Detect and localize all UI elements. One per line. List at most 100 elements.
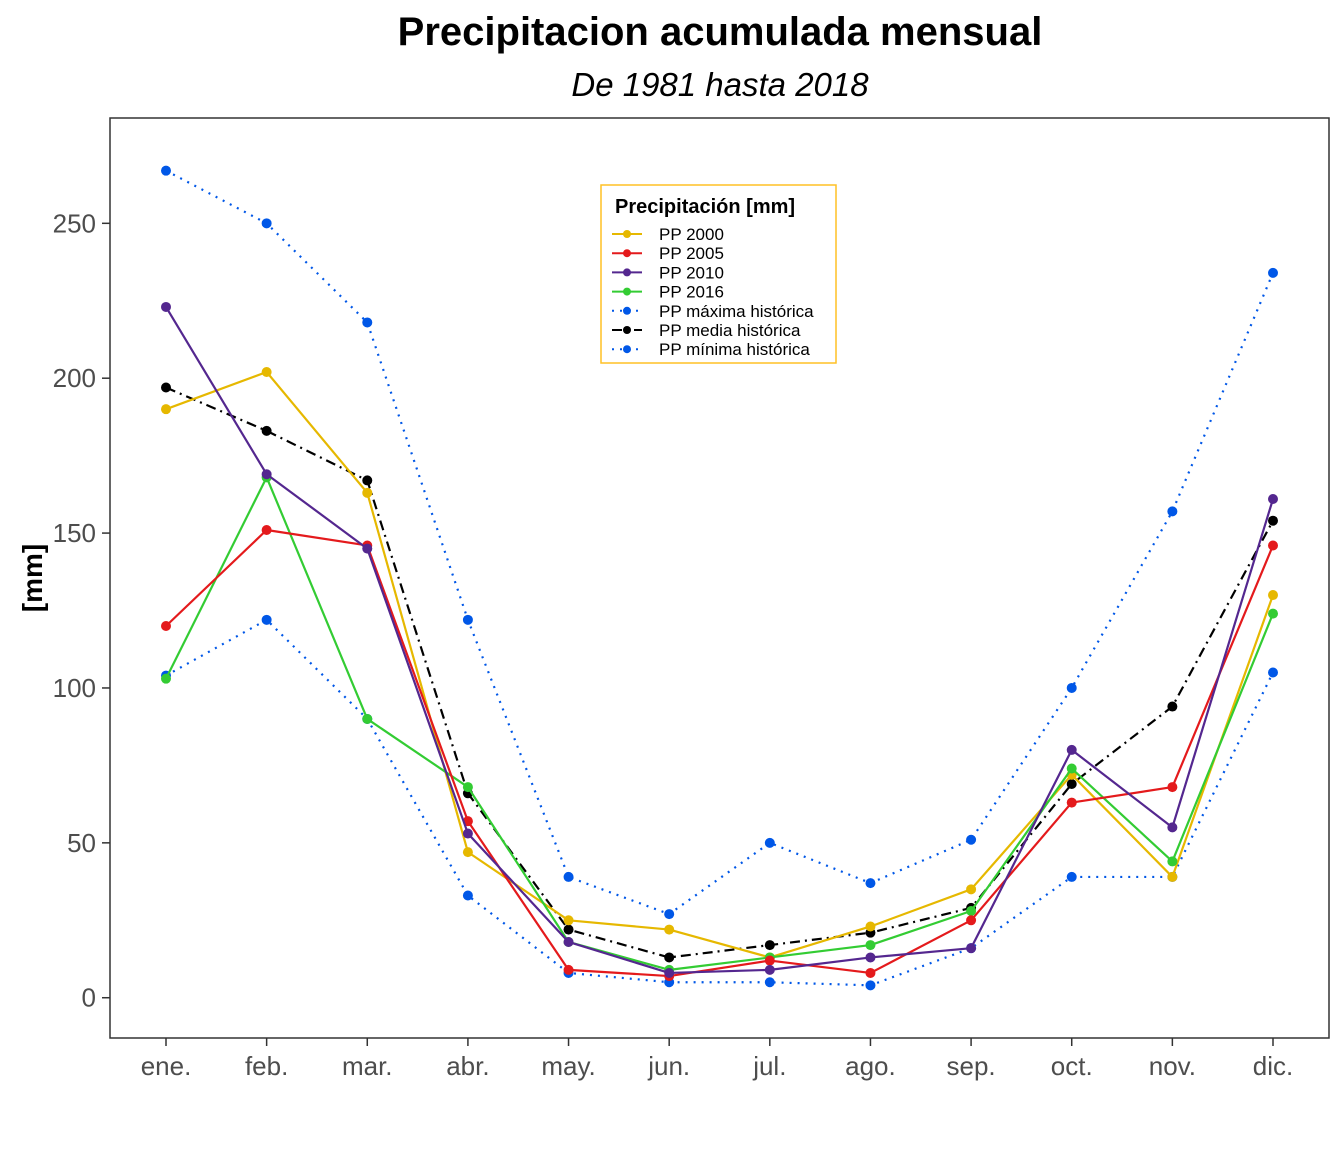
data-point: [865, 967, 876, 978]
data-point: [261, 425, 272, 436]
data-point: [865, 878, 876, 889]
data-point: [362, 475, 373, 486]
data-point: [563, 924, 574, 935]
series-pp-2000: [161, 367, 1278, 963]
x-tick-label: ene.: [141, 1051, 192, 1081]
y-tick-label: 100: [53, 673, 96, 703]
data-point: [966, 834, 977, 845]
data-point: [1268, 494, 1278, 505]
legend-box: [600, 184, 837, 364]
data-point: [1167, 871, 1178, 882]
data-point: [462, 890, 473, 901]
data-point: [563, 871, 574, 882]
data-point: [865, 921, 876, 932]
legend-key-point: [623, 287, 631, 296]
x-tick-label: jul.: [752, 1051, 786, 1081]
x-tick-label: oct.: [1051, 1051, 1093, 1081]
data-point: [1167, 701, 1178, 712]
y-tick-label: 200: [53, 363, 96, 393]
data-point: [1167, 782, 1178, 793]
x-tick-label: feb.: [245, 1051, 288, 1081]
x-tick-label: mar.: [342, 1051, 393, 1081]
legend-label: PP media histórica: [659, 321, 801, 340]
y-tick-label: 0: [82, 983, 96, 1013]
data-point: [261, 218, 272, 229]
legend-item: PP máxima histórica: [612, 302, 814, 321]
series-line: [165, 370, 1275, 959]
series-pp-2016: [161, 472, 1278, 975]
data-point: [664, 952, 675, 963]
data-point: [261, 367, 272, 378]
y-tick-label: 250: [53, 208, 96, 238]
data-point: [161, 382, 171, 393]
data-point: [362, 713, 373, 724]
legend-item: PP 2010: [612, 263, 724, 282]
data-point: [664, 924, 675, 935]
legend-label: PP 2000: [659, 225, 724, 244]
data-point: [865, 940, 876, 951]
data-point: [462, 847, 473, 858]
data-point: [1066, 797, 1077, 808]
data-point: [764, 964, 775, 975]
data-point: [764, 955, 775, 966]
data-point: [161, 621, 171, 632]
legend-key-point: [623, 345, 631, 354]
data-point: [966, 915, 977, 926]
y-axis-label: [mm]: [17, 544, 48, 612]
data-point: [865, 952, 876, 963]
legend-item: PP 2000: [612, 225, 724, 244]
data-point: [261, 524, 272, 535]
legend-label: PP 2005: [659, 244, 724, 263]
series-pp-2010: [161, 301, 1278, 978]
x-axis: ene. feb. mar. abr. may. jun. jul. ago. sep. oct.…: [141, 1038, 1293, 1081]
data-point: [1066, 682, 1077, 693]
legend-item: PP 2005: [612, 244, 724, 263]
data-point: [1268, 608, 1278, 619]
series-pp-maxima-historica: [161, 165, 1278, 920]
data-point: [1167, 856, 1178, 867]
series-layer: [161, 165, 1278, 991]
data-point: [261, 469, 272, 480]
legend-key-point: [623, 249, 631, 258]
data-point: [362, 487, 373, 498]
x-tick-label: abr.: [446, 1051, 489, 1081]
data-point: [362, 317, 373, 328]
data-point: [462, 782, 473, 793]
data-point: [1268, 515, 1278, 526]
data-point: [261, 614, 272, 625]
data-point: [664, 967, 675, 978]
data-point: [1268, 540, 1278, 551]
data-point: [764, 977, 775, 988]
legend-item: PP 2016: [612, 283, 724, 302]
data-point: [1066, 744, 1077, 755]
series-line: [165, 306, 1275, 975]
y-tick-label: 50: [67, 828, 96, 858]
x-tick-label: ago.: [845, 1051, 896, 1081]
chart-subtitle: De 1981 hasta 2018: [571, 66, 869, 103]
legend-label: PP mínima histórica: [659, 340, 810, 359]
data-point: [161, 165, 171, 176]
data-point: [764, 940, 775, 951]
data-point: [563, 936, 574, 947]
legend-label: PP 2010: [659, 263, 724, 282]
data-point: [1268, 267, 1278, 278]
data-point: [563, 964, 574, 975]
series-line: [165, 476, 1275, 971]
data-point: [764, 837, 775, 848]
legend-item: PP media histórica: [612, 321, 801, 340]
y-axis: 0 50 100 150 200 250: [53, 208, 110, 1013]
x-tick-label: nov.: [1149, 1051, 1196, 1081]
data-point: [865, 980, 876, 991]
x-tick-label: dic.: [1253, 1051, 1293, 1081]
y-tick-label: 150: [53, 518, 96, 548]
series-line: [165, 528, 1275, 978]
chart-title: Precipitacion acumulada mensual: [398, 10, 1043, 54]
data-point: [1066, 763, 1077, 774]
series-line: [165, 618, 1274, 987]
legend-key-point: [623, 306, 631, 315]
legend-key-point: [623, 326, 631, 334]
data-point: [161, 673, 171, 684]
data-point: [1268, 667, 1278, 678]
